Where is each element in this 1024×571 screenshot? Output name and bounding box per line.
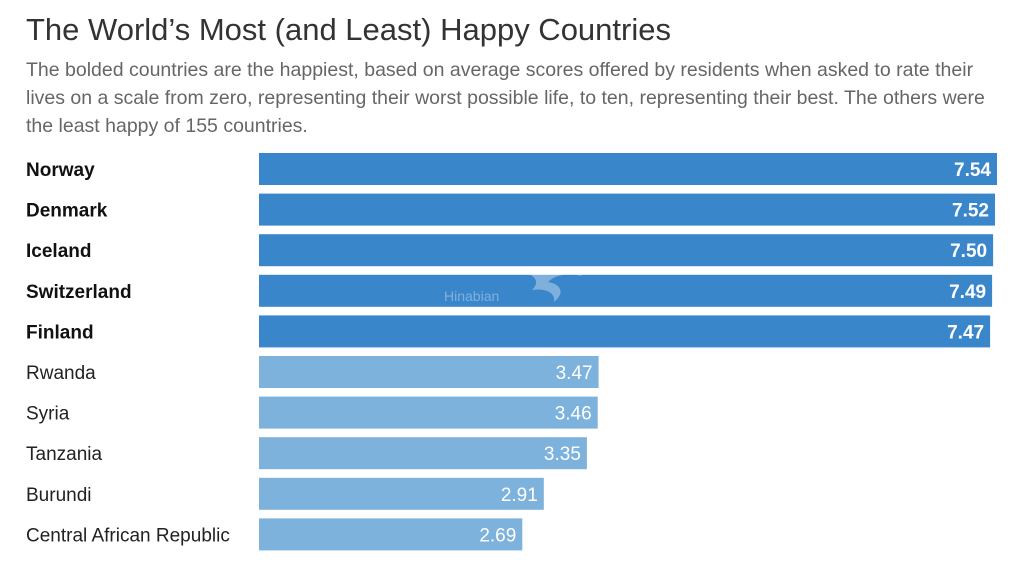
chart-title: The World’s Most (and Least) Happy Count… [26, 12, 671, 47]
value-label-central-african-republic: 2.69 [479, 525, 516, 546]
value-label-norway: 7.54 [954, 160, 991, 181]
value-label-tanzania: 3.35 [544, 444, 581, 465]
value-label-finland: 7.47 [947, 322, 984, 343]
value-label-syria: 3.46 [555, 404, 592, 425]
category-label-central-african-republic: Central African Republic [26, 525, 230, 546]
bar-denmark [259, 193, 995, 226]
category-label-finland: Finland [26, 322, 94, 343]
bar-rwanda [259, 356, 599, 388]
value-label-rwanda: 3.47 [556, 363, 593, 384]
category-label-norway: Norway [26, 160, 95, 181]
category-label-syria: Syria [26, 404, 70, 425]
value-label-switzerland: 7.49 [949, 282, 986, 303]
category-label-switzerland: Switzerland [26, 282, 132, 303]
value-label-denmark: 7.52 [952, 201, 989, 222]
category-label-rwanda: Rwanda [26, 363, 96, 384]
value-label-iceland: 7.50 [950, 241, 987, 262]
bar-tanzania [259, 437, 587, 470]
category-label-tanzania: Tanzania [26, 444, 102, 465]
bar-central-african-republic [259, 518, 523, 551]
category-label-iceland: Iceland [26, 241, 91, 262]
bar-finland [259, 315, 991, 348]
value-label-burundi: 2.91 [501, 485, 538, 506]
bar-iceland [259, 234, 994, 267]
bar-norway [259, 153, 997, 185]
bar-burundi [259, 477, 544, 510]
chart-subtitle: The bolded countries are the happiest, b… [26, 59, 985, 137]
bar-switzerland [259, 274, 993, 307]
category-label-denmark: Denmark [26, 201, 108, 222]
bar-syria [259, 396, 598, 429]
category-label-burundi: Burundi [26, 485, 92, 506]
